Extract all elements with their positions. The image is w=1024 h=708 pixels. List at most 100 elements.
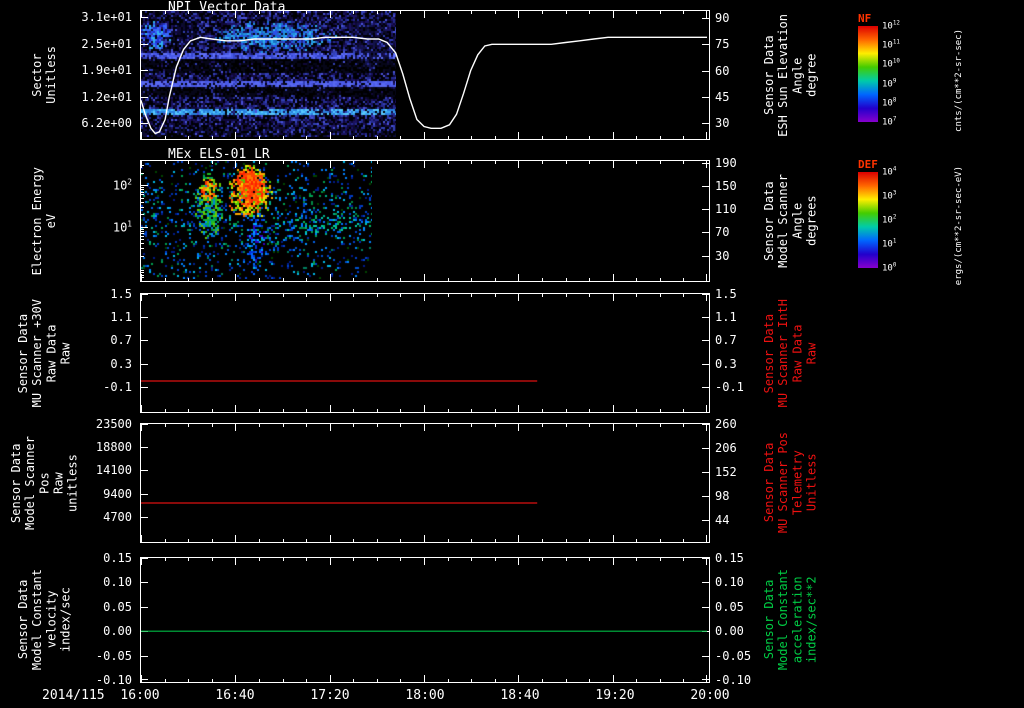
tick-mark (141, 493, 148, 495)
tick-mark (258, 278, 260, 281)
tick-mark (683, 11, 685, 14)
y-tick-label: 0.05 (715, 599, 744, 614)
tick-mark (565, 278, 567, 281)
y-tick-label: 1.2e+01 (81, 89, 132, 104)
spectrogram (141, 161, 372, 279)
tick-mark (612, 405, 614, 412)
tick-mark (683, 294, 685, 297)
tick-mark (400, 161, 402, 164)
y-right-tick-labels: 260 206 152 98 44 (712, 417, 754, 543)
tick-mark (702, 655, 709, 657)
tick-mark (702, 679, 709, 680)
y-tick-label: 44 (715, 513, 730, 528)
y-tick-label: 152 (715, 465, 737, 480)
tick-mark (541, 278, 543, 281)
tick-mark (141, 186, 144, 188)
y-tick-label: 23500 (95, 417, 132, 431)
colorbar-def-unit-box: ergs/(cm**2-sr-sec-eV) (940, 158, 980, 294)
tick-mark (702, 294, 709, 295)
tick-mark (211, 136, 213, 139)
tick-mark (494, 11, 496, 14)
tick-mark (565, 679, 567, 682)
tick-mark (589, 409, 591, 412)
y-left-tick-labels: 23500 18800 14100 9400 4700 (82, 417, 136, 543)
tick-mark (612, 274, 614, 281)
tick-mark (659, 11, 661, 14)
tick-mark (706, 132, 707, 139)
tick-mark (282, 539, 284, 542)
tick-mark (141, 274, 144, 276)
tick-mark (306, 161, 308, 164)
tick-mark (518, 161, 520, 168)
tick-mark (141, 17, 148, 19)
tick-mark (188, 136, 190, 139)
y-left-title: Sensor Data MU Scanner +30V Raw Data Raw (15, 298, 73, 408)
y-left-title: Sensor Data Model Constant velocity inde… (15, 569, 73, 671)
y-left-tick-labels: 1.5 1.1 0.7 0.3 -0.1 (82, 287, 136, 413)
plot-area-els (140, 160, 710, 282)
y-tick-label: -0.05 (715, 648, 752, 663)
y-tick-label: -0.05 (95, 648, 132, 663)
tick-mark (329, 424, 331, 431)
tick-mark (141, 233, 144, 235)
tick-mark (376, 136, 378, 139)
tick-mark (494, 679, 496, 682)
tick-mark (589, 558, 591, 561)
tick-mark (494, 161, 496, 164)
tick-mark (141, 161, 142, 168)
tick-mark (424, 132, 425, 139)
y-tick-label: 0.3 (110, 356, 132, 371)
tick-mark (541, 11, 543, 14)
colorbar-nf-name: NF (858, 12, 872, 25)
tick-mark (188, 409, 190, 412)
y-tick-label: 6.2e+00 (81, 116, 132, 131)
y-tick-label: -0.1 (103, 379, 132, 394)
tick-mark (659, 424, 661, 427)
tick-mark (612, 294, 614, 301)
tick-mark (141, 70, 148, 72)
colorbar-tick-label: 109 (882, 78, 897, 90)
tick-mark (141, 363, 148, 365)
tick-mark (211, 409, 213, 412)
y-tick-label: 0.00 (103, 624, 132, 639)
tick-mark (141, 679, 148, 680)
tick-mark (329, 558, 331, 565)
tick-mark (235, 675, 237, 682)
tick-mark (702, 472, 709, 474)
y-tick-label: 1.1 (110, 310, 132, 325)
tick-mark (589, 424, 591, 427)
tick-mark (659, 294, 661, 297)
tick-mark (141, 185, 148, 187)
tick-mark (589, 294, 591, 297)
y-tick-label: 3.1e+01 (81, 10, 132, 25)
tick-mark (706, 11, 707, 18)
y-right-title: Sensor Data ESH Sun Elevation Angle degr… (761, 13, 819, 137)
tick-mark (376, 294, 378, 297)
tick-mark (447, 278, 449, 281)
x-tick-label: 16:00 (120, 688, 160, 703)
tick-mark (376, 539, 378, 542)
tick-mark (683, 409, 685, 412)
y-tick-label: 1.5 (715, 287, 737, 301)
tick-mark (141, 317, 148, 319)
tick-mark (235, 405, 237, 412)
y-tick-label: 101 (112, 219, 132, 235)
tick-mark (141, 172, 144, 174)
tick-mark (164, 409, 166, 412)
tick-mark (258, 679, 260, 682)
tick-mark (141, 248, 144, 250)
tick-mark (329, 405, 331, 412)
tick-mark (141, 214, 144, 216)
colorbar-tick-label: 108 (882, 97, 897, 109)
y-tick-label: 260 (715, 417, 737, 431)
tick-mark (306, 424, 308, 427)
colorbar-tick-label: 101 (882, 238, 897, 250)
tick-mark (353, 161, 355, 164)
tick-mark (706, 294, 707, 301)
tick-mark (235, 424, 237, 431)
tick-mark (702, 162, 709, 164)
tick-mark (329, 294, 331, 301)
tick-mark (400, 539, 402, 542)
tick-mark (282, 424, 284, 427)
tick-mark (702, 424, 709, 425)
